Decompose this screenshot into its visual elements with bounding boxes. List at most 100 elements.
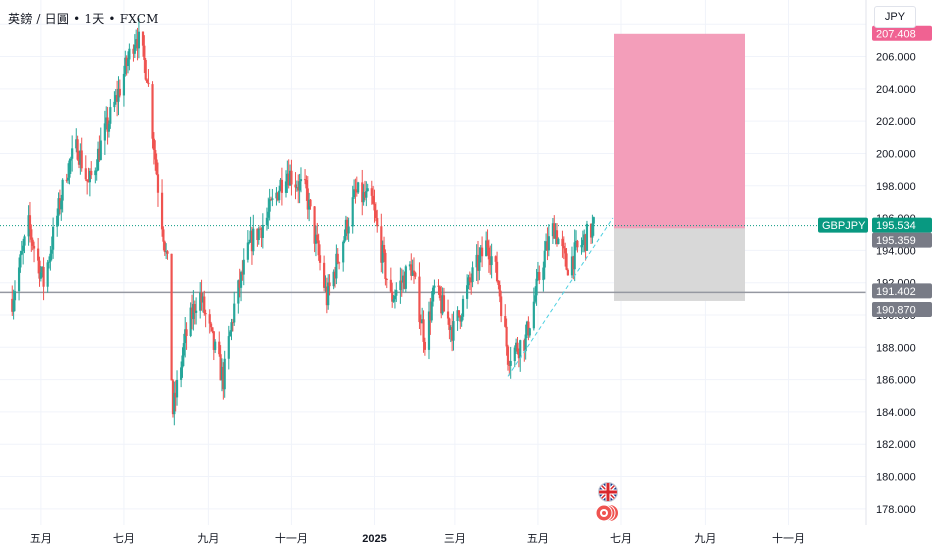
candle-body [346,219,349,234]
candle-body [457,310,461,316]
candlestick-series[interactable] [11,18,595,426]
candle-body [220,366,224,381]
candle-body [96,148,100,171]
candle-body [363,192,367,198]
candle-body [448,318,451,330]
candle-body [504,316,507,327]
candle-body [84,168,87,180]
candle-body [229,331,232,337]
candle-body [275,192,278,199]
candle-body [118,88,121,96]
candle-body [486,240,489,248]
candle-body [480,247,484,257]
uk-flag-icon[interactable] [598,482,618,502]
candle-body [580,245,583,248]
last-price-label: 195.534 [876,220,916,232]
candle-body [209,323,213,328]
candle-body [185,329,188,336]
time-tick-label: 三月 [444,533,466,545]
candle-body [314,234,318,244]
candle-body [305,180,308,189]
candle-body [585,223,589,251]
candle-body [288,170,292,186]
price-tick-label: 180.000 [876,472,916,484]
candle-body [423,341,426,350]
position-profit-zone[interactable] [614,33,745,229]
candle-body [156,174,160,193]
trendline[interactable] [507,217,614,377]
economic-event-icon[interactable] [594,504,620,522]
time-axis[interactable]: 五月 七月 九月 十一月 2025 三月 五月 七月 九月 十一月 [30,531,805,545]
candle-body [68,160,71,178]
candle-body [500,296,503,317]
candle-body [431,287,435,302]
candle-body [39,272,42,279]
position-risk-zone[interactable] [614,228,745,301]
candle-body [414,272,417,277]
candle-body [400,280,403,283]
stop-price-label-bg [872,301,932,317]
candle-body [583,234,586,240]
candle-body [461,298,465,317]
candle-body [128,48,131,60]
candle-body [137,31,141,49]
candle-body [592,217,595,224]
candle-body [536,271,540,279]
candle-body [65,179,68,181]
candle-body [437,285,440,287]
price-axis[interactable]: 178.000 180.000 182.000 184.000 186.000 188.0… [876,19,916,516]
candle-body [135,39,138,45]
candle-body [565,253,568,270]
candle-body [351,197,354,227]
candle-body [116,95,119,102]
candle-body [362,192,365,203]
stop-price-label: 190.870 [876,304,916,316]
candle-body [246,242,249,260]
candle-body [516,342,519,352]
candle-body [404,266,407,289]
candle-body [105,117,108,124]
candle-body [278,190,281,201]
candle-body [219,354,222,381]
symbol-label-bg [818,217,868,233]
price-tick-label: 198.000 [876,181,916,193]
candle-body [337,262,341,264]
candle-body [166,251,169,254]
candle-body [27,215,30,237]
candle-body [223,358,226,390]
candle-body [570,256,574,276]
candle-body [88,170,91,183]
candle-body [75,139,78,149]
candle-body [382,244,386,253]
candle-body [576,240,579,248]
candle-body [103,123,106,141]
candle-body [259,228,262,230]
candle-body [498,284,501,297]
currency-button[interactable]: JPY [874,6,916,28]
candle-body [109,107,112,124]
candle-body [495,261,499,282]
candle-body [42,266,45,287]
candle-body [237,280,240,304]
candle-body [505,326,508,347]
candle-body [294,184,297,188]
candle-body [181,355,184,368]
candle-body [162,229,165,242]
symbol-title[interactable]: 英鎊 / 日圓 • 1天 • FXCM [8,12,159,26]
candle-body [557,238,560,245]
candle-body [38,260,41,279]
candle-body [513,347,516,362]
candle-body [193,304,196,313]
candle-body [170,253,173,381]
candle-body [204,313,207,315]
candle-body [212,331,215,350]
candle-body [238,280,241,288]
candle-body [20,251,23,255]
time-tick-label: 五月 [527,533,549,545]
candle-body [11,298,14,312]
price-tick-label: 202.000 [876,116,916,128]
candle-body [489,259,492,266]
candle-body [547,236,550,251]
candle-body [144,59,147,80]
